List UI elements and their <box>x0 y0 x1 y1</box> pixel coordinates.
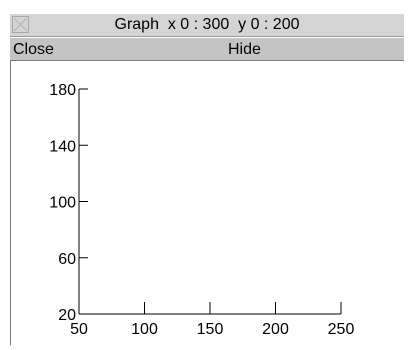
x-tick-label: 200 <box>262 321 289 338</box>
x-tick-label: 100 <box>131 321 158 338</box>
y-tick-label: 100 <box>49 195 76 212</box>
close-icon <box>13 17 28 32</box>
y-tick-label: 140 <box>49 138 76 155</box>
graph-chart: 20 60 100 140 180 50 100 150 200 250 <box>49 82 355 338</box>
x-tick-label: 50 <box>70 321 88 338</box>
close-button[interactable]: Close <box>13 41 54 58</box>
button-bar: Close Hide <box>10 37 404 61</box>
window-close-box[interactable] <box>12 16 29 33</box>
title-bar[interactable]: Graph x 0 : 300 y 0 : 200 <box>10 14 404 37</box>
x-tick-label: 150 <box>197 321 224 338</box>
x-tick-label: 250 <box>328 321 355 338</box>
y-tick-label: 60 <box>58 251 76 268</box>
window-title: Graph x 0 : 300 y 0 : 200 <box>114 16 300 33</box>
y-tick-label: 180 <box>49 82 76 99</box>
hide-button[interactable]: Hide <box>228 41 261 58</box>
plot-area: 20 60 100 140 180 50 100 150 200 250 <box>10 61 404 345</box>
y-tick-label: 20 <box>58 307 76 324</box>
